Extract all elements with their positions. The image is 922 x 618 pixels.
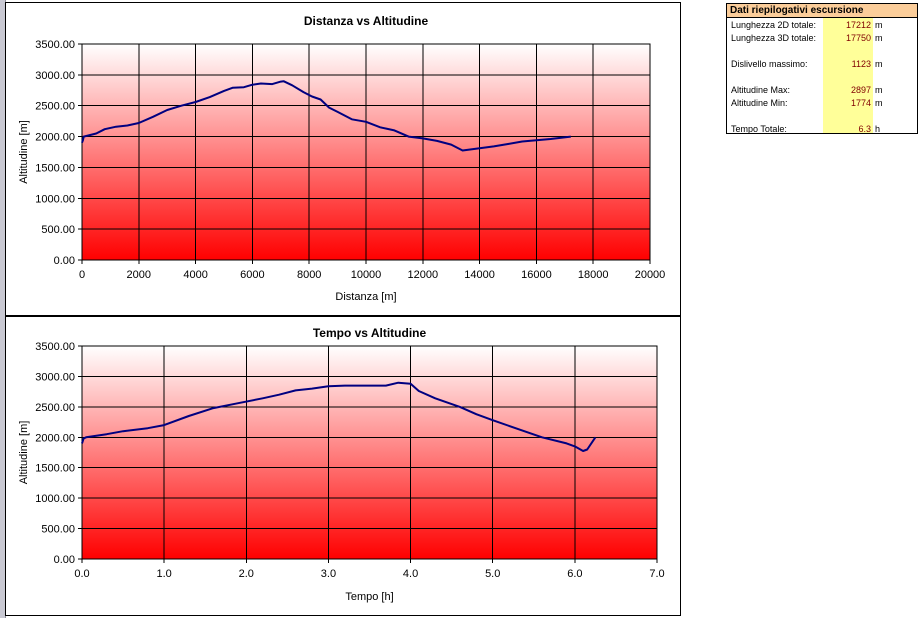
x-tick-label: 6000 — [240, 269, 264, 281]
summary-values-column — [823, 18, 873, 133]
summary-value: 17212 — [845, 20, 871, 30]
summary-unit: h — [875, 124, 881, 134]
chart-title: Distanza vs Altitudine — [304, 14, 429, 28]
x-axis-label: Tempo [h] — [345, 591, 393, 603]
x-tick-label: 1.0 — [156, 568, 171, 580]
x-tick-label: 20000 — [635, 269, 666, 281]
plot-area — [82, 346, 657, 559]
summary-label: Altitudine Min: — [731, 98, 788, 108]
summary-unit: m — [875, 20, 883, 30]
chart-time-altitude-svg: 0.00 500.00 1000.00 1500.00 2000.00 2500.00 30… — [18, 326, 665, 603]
plot-border — [81, 345, 658, 560]
summary-value: 1123 — [851, 59, 871, 69]
x-tick-label: 4.0 — [403, 568, 418, 580]
summary-table[interactable]: Dati riepilogativi escursione Lunghezza … — [726, 3, 918, 134]
summary-unit: m — [875, 85, 883, 95]
y-tick-label: 500.00 — [41, 524, 75, 536]
y-tick-label: 500.00 — [41, 224, 75, 236]
x-tick-label: 6.0 — [567, 568, 582, 580]
summary-row: Lunghezza 2D totale: 17212 m — [727, 19, 917, 31]
x-tick-label: 4000 — [183, 269, 207, 281]
y-tick-label: 3000.00 — [35, 70, 75, 82]
y-tick-label: 0.00 — [54, 554, 75, 566]
x-tick-label: 3.0 — [321, 568, 336, 580]
y-axis-label: Altitudine [m] — [18, 421, 30, 485]
y-tick-label: 2000.00 — [35, 432, 75, 444]
series-line-altitude — [81, 381, 597, 452]
y-tick-label: 1000.00 — [35, 493, 75, 505]
y-tick-label: 1500.00 — [35, 463, 75, 475]
summary-row: Dislivello massimo: 1123 m — [727, 58, 917, 70]
y-axis-label: Altitudine [m] — [18, 120, 30, 184]
y-tick-label: 3500.00 — [35, 39, 75, 51]
summary-unit: m — [875, 33, 883, 43]
y-tick-label: 2000.00 — [35, 132, 75, 144]
summary-row: Lunghezza 3D totale: 17750 m — [727, 32, 917, 44]
x-tick-label: 2000 — [127, 269, 151, 281]
chart-distance-altitude-svg: 0.00 500.00 1000.00 1500.00 2000.00 2500.00 30… — [18, 14, 666, 303]
summary-title: Dati riepilogativi escursione — [727, 4, 917, 18]
y-tick-label: 0.00 — [54, 255, 75, 267]
summary-unit: m — [875, 59, 883, 69]
series-line-altitude — [81, 80, 571, 152]
x-tick-label: 8000 — [297, 269, 321, 281]
x-tick-label: 10000 — [351, 269, 382, 281]
x-tick-label: 5.0 — [485, 568, 500, 580]
y-tick-label: 2500.00 — [35, 402, 75, 414]
summary-label: Dislivello massimo: — [731, 59, 808, 69]
summary-row: Altitudine Max: 2897 m — [727, 84, 917, 96]
y-tick-label: 2500.00 — [35, 101, 75, 113]
chart-title: Tempo vs Altitudine — [313, 326, 427, 340]
x-tick-label: 0.0 — [74, 568, 89, 580]
x-tick-label: 2.0 — [239, 568, 254, 580]
summary-value: 17750 — [845, 33, 871, 43]
summary-value: 2897 — [850, 85, 871, 95]
summary-value: 1774 — [850, 98, 871, 108]
chart-time-altitude[interactable]: 0.00 500.00 1000.00 1500.00 2000.00 2500.00 30… — [5, 316, 681, 616]
summary-row: Altitudine Min: 1774 m — [727, 97, 917, 109]
summary-label: Lunghezza 2D totale: — [731, 20, 817, 30]
y-tick-label: 3000.00 — [35, 371, 75, 383]
summary-body: Lunghezza 2D totale: 17212 m Lunghezza 3… — [727, 18, 917, 135]
y-tick-label: 1000.00 — [35, 193, 75, 205]
summary-unit: m — [875, 98, 883, 108]
x-tick-label: 0 — [79, 269, 85, 281]
x-axis-label: Distanza [m] — [335, 291, 396, 303]
summary-label: Tempo Totale: — [731, 124, 787, 134]
summary-row: Tempo Totale: 6.3 h — [727, 123, 917, 135]
x-tick-label: 16000 — [521, 269, 552, 281]
chart-distance-altitude[interactable]: 0.00 500.00 1000.00 1500.00 2000.00 2500.00 30… — [5, 2, 681, 316]
x-tick-label: 7.0 — [649, 568, 664, 580]
x-tick-label: 14000 — [464, 269, 495, 281]
x-tick-label: 12000 — [408, 269, 439, 281]
summary-value: 6.3 — [858, 124, 871, 134]
summary-label: Lunghezza 3D totale: — [731, 33, 817, 43]
x-tick-label: 18000 — [578, 269, 609, 281]
y-tick-label: 3500.00 — [35, 341, 75, 353]
summary-label: Altitudine Max: — [731, 85, 791, 95]
y-tick-label: 1500.00 — [35, 162, 75, 174]
